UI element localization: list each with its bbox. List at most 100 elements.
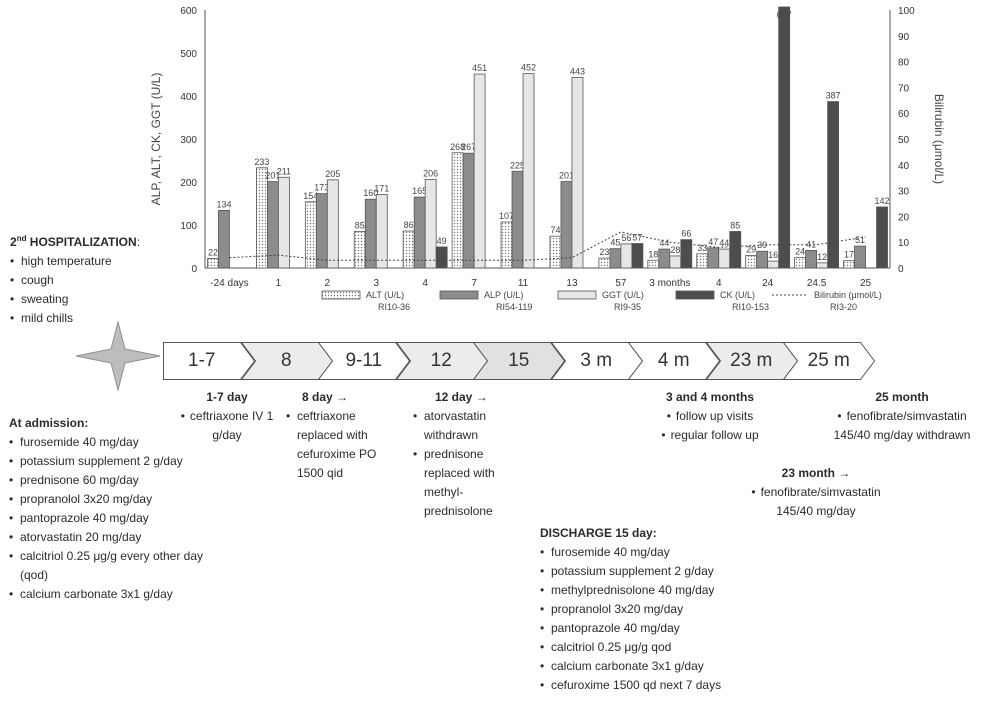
bar-value-label: 57: [632, 232, 642, 242]
y-left-tick-label: 100: [180, 221, 197, 232]
day12-block: 12 day → atorvastatin withdrawnprednison…: [413, 388, 523, 521]
bar-value-label: 24: [795, 247, 805, 257]
legend-label: ALP (U/L): [484, 290, 523, 300]
medication-item: fenofibrate/simvastatin 145/40 mg/day: [736, 483, 896, 521]
y-right-axis-title: Bilirubin (μmol/L): [932, 94, 946, 184]
bar-alt: [402, 230, 415, 269]
bar-value-label: 18: [648, 249, 658, 259]
bar-ggt: [473, 73, 486, 269]
y-left-tick-label: 500: [180, 49, 197, 60]
bar-value-label: 28: [670, 245, 680, 255]
legend-label: Bilirubin (μmol/L): [814, 290, 882, 300]
legend-label: CK (U/L): [720, 290, 755, 300]
bar-value-label: 23: [599, 247, 609, 257]
legend-ri: RI10-36: [378, 302, 410, 312]
bar-value-label: 45: [610, 238, 620, 248]
bar-value-label: 51: [855, 235, 865, 245]
legend-swatch: [557, 290, 597, 300]
hospitalization-block: 2nd HOSPITALIZATION: high temperaturecou…: [10, 229, 170, 328]
bar-alt: [255, 167, 268, 269]
y-left-tick-label: 400: [180, 92, 197, 103]
followup-item: regular follow up: [630, 426, 790, 445]
months3-4-block: 3 and 4 months follow up visitsregular f…: [630, 388, 790, 445]
bar-value-label: 74: [550, 225, 560, 235]
bar-value-label: 49: [437, 236, 447, 246]
month23-title: 23 month →: [781, 466, 851, 480]
bar-value-label: 205: [325, 169, 340, 179]
timeline-label: 8: [280, 350, 292, 371]
legend-ri: RI3-20: [830, 302, 857, 312]
bar-value-label: 29: [746, 245, 756, 255]
bar-alt: [598, 257, 611, 269]
timeline-segment: 15: [473, 342, 566, 380]
timeline-segment: 12: [395, 342, 488, 380]
legend-swatch: [675, 290, 715, 300]
bar-ggt: [522, 73, 535, 269]
timeline-label: 23 m: [730, 350, 773, 371]
bar-value-label: 206: [423, 168, 438, 178]
bar-ggt: [277, 176, 290, 269]
medication-item: calcium carbonate 3x1 g/day: [9, 585, 205, 604]
bar-value-label: 173: [314, 183, 329, 193]
timeline-label: 9-11: [345, 350, 383, 371]
medication-item: potassium supplement 2 g/day: [540, 562, 760, 581]
bar-alp: [707, 247, 720, 269]
bar-alp: [756, 250, 769, 269]
bar-value-label: 233: [254, 157, 269, 167]
bar-alt: [500, 221, 513, 269]
bar-value-label: 22: [208, 248, 218, 258]
bar-value-label: 134: [216, 199, 231, 209]
medication-item: calcitriol 0.25 μg/g every other day (qo…: [9, 547, 205, 585]
bar-value-label: 12: [817, 252, 827, 262]
bar-alp: [266, 181, 279, 269]
medication-item: prednisone 60 mg/day: [9, 471, 205, 490]
bar-ggt: [571, 77, 584, 269]
bar-ggt: [816, 262, 829, 269]
bar-value-label: 154: [303, 191, 318, 201]
bar-alp: [805, 249, 818, 269]
x-tick-label: 13: [566, 278, 578, 289]
medication-item: propranolol 3x20 mg/day: [9, 490, 205, 509]
y-right-tick-label: 80: [898, 58, 910, 69]
medication-item: furosemide 40 mg/day: [540, 543, 760, 562]
month25-title: 25 month: [875, 390, 929, 404]
x-tick-label: 25: [860, 278, 872, 289]
bar-alt: [745, 255, 758, 269]
legend-label: GGT (U/L): [602, 290, 644, 300]
medication-item: atorvastatin withdrawn: [413, 407, 513, 445]
bar-ggt: [424, 179, 437, 269]
day1-7-title: 1-7 day: [206, 390, 248, 404]
y-left-tick-label: 300: [180, 135, 197, 146]
bar-ck: [631, 243, 644, 269]
day8-block: 8 day → ceftriaxone replaced with cefuro…: [286, 388, 398, 483]
medication-item: calcium carbonate 3x1 g/day: [540, 657, 760, 676]
medication-item: calcitriol 0.25 μg/g qod: [540, 638, 760, 657]
bar-ggt: [669, 255, 682, 269]
bar-alt: [207, 258, 219, 269]
bar-alt: [353, 231, 366, 269]
x-tick-label: 3 months: [649, 278, 690, 289]
medication-item: furosemide 40 mg/day: [9, 433, 205, 452]
y-right-tick-label: 40: [898, 161, 910, 172]
month25-block: 25 month fenofibrate/simvastatin 145/40 …: [822, 388, 982, 445]
x-tick-label: 2: [325, 278, 331, 289]
medication-item: cefuroxime 1500 qd next 7 days: [540, 676, 760, 695]
y-right-tick-label: 30: [898, 187, 910, 198]
timeline-segment: 25 m: [783, 342, 876, 380]
y-left-tick-label: 200: [180, 178, 197, 189]
bar-value-label: 33: [697, 243, 707, 253]
bar-value-label: 160: [363, 188, 378, 198]
bar-alp: [511, 170, 524, 269]
bar-alp: [560, 181, 573, 269]
x-tick-label: 1: [276, 278, 282, 289]
timeline-label: 1-7: [188, 350, 216, 371]
x-tick-label: 4: [716, 278, 722, 289]
medication-item: fenofibrate/simvastatin 145/40 mg/day wi…: [822, 407, 982, 445]
bar-value-label: 171: [374, 183, 389, 193]
legend-ri: RI10-153: [732, 302, 769, 312]
y-left-axis-title: ALP, ALT, CK, GGT (U/L): [149, 73, 163, 206]
medication-item: propranolol 3x20 mg/day: [540, 600, 760, 619]
discharge-block: DISCHARGE 15 day: furosemide 40 mg/daypo…: [540, 524, 760, 695]
timeline-label: 15: [508, 350, 530, 371]
month23-block: 23 month → fenofibrate/simvastatin 145/4…: [736, 464, 896, 521]
